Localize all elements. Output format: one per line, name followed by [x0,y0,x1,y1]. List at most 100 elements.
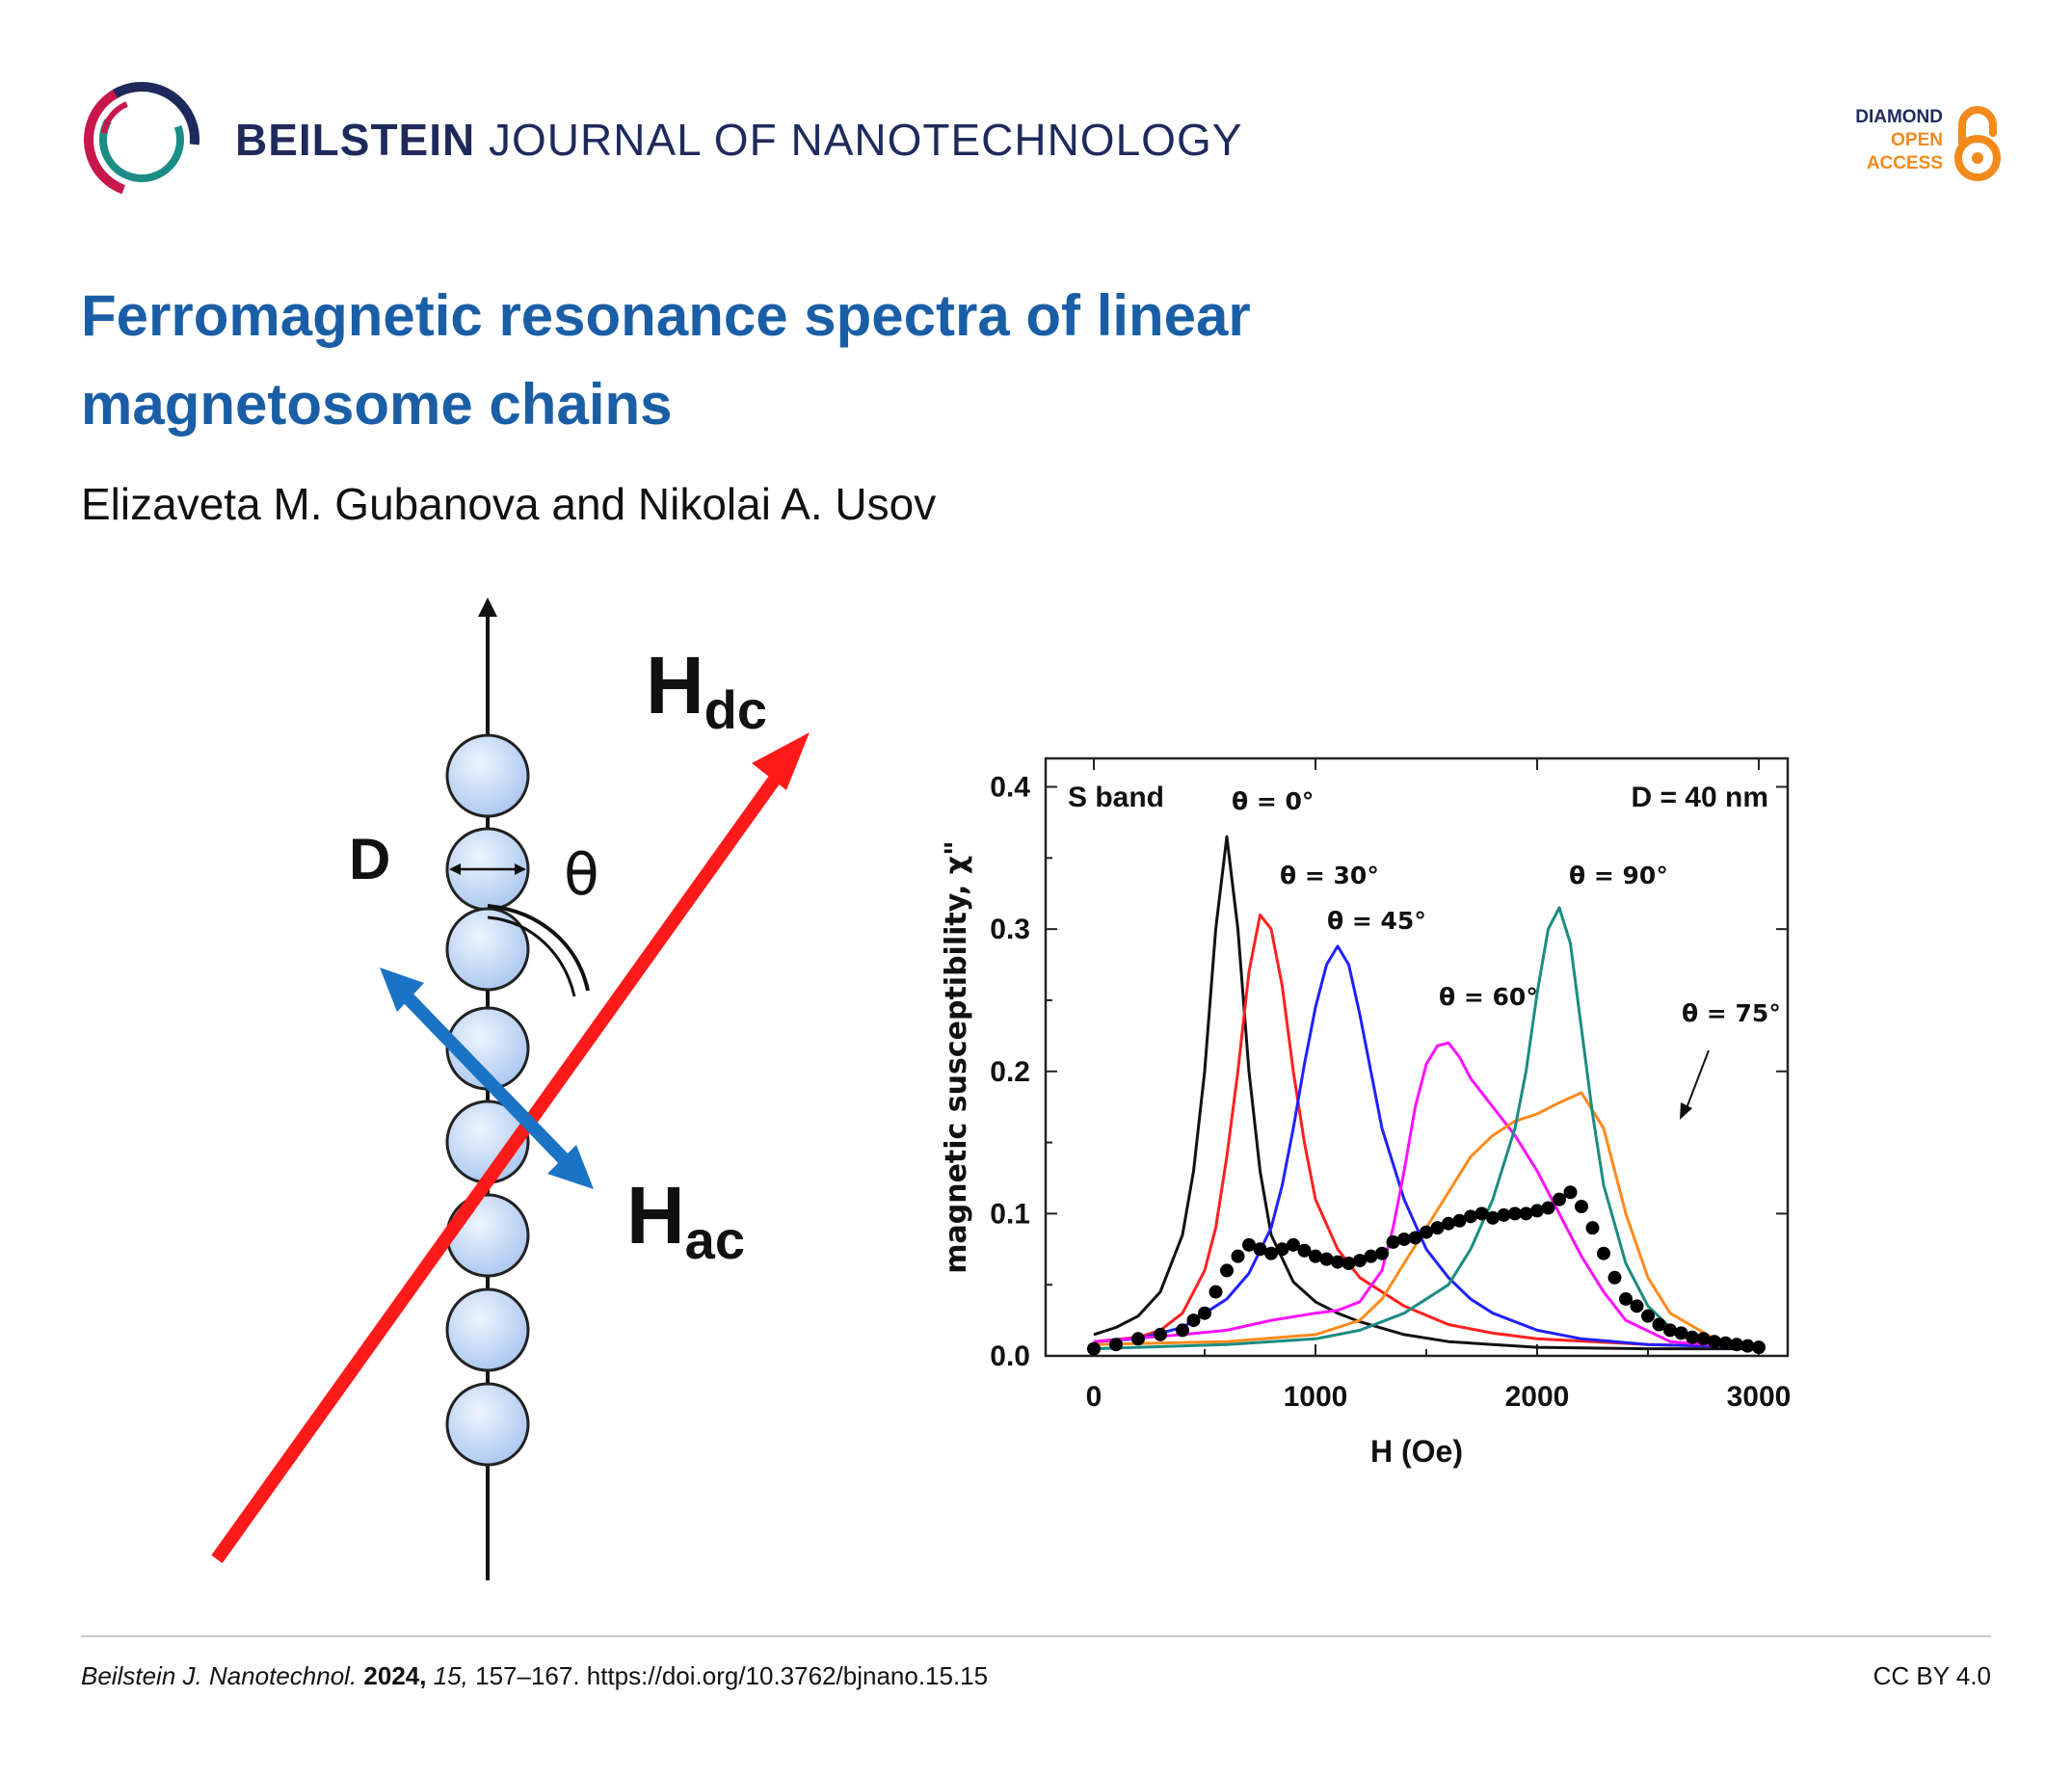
data-point [1176,1323,1189,1338]
data-point [1341,1257,1356,1271]
data-point [1730,1338,1743,1352]
data-point [1752,1340,1766,1355]
label-hdc-main: H [646,640,704,730]
data-point [1740,1339,1755,1353]
citation-volume: 15, [433,1661,468,1690]
fmr-spectra-chart: 0 1000 2000 3000 0.0 0.1 0.2 0.3 0.4 S band D = … [940,756,1792,1469]
data-point [1663,1323,1677,1338]
theta-arc [487,904,590,992]
x-tick-label: 0 [1086,1381,1102,1413]
data-point [1309,1249,1322,1263]
series-line-3 [1093,1041,1760,1351]
data-point [1364,1249,1378,1263]
citation-year: 2024, [363,1661,427,1690]
data-point [1220,1263,1234,1278]
data-point [1198,1306,1211,1320]
data-point [1619,1291,1633,1306]
y-tick-label: 0.4 [990,772,1030,804]
chain-field-diagram: D θ Hdc Hac [211,597,810,1580]
sphere [445,1287,530,1372]
annotation-diameter: D = 40 nm [1631,782,1768,813]
label-theta: θ [564,841,599,909]
open-access-lock-icon [1954,106,2001,181]
data-point [1420,1225,1433,1239]
data-point [1674,1326,1688,1340]
data-point [1641,1309,1655,1323]
data-point [1397,1232,1411,1246]
label-hdc: Hdc [646,640,767,740]
sphere [445,733,530,818]
x-axis-label: H (Oe) [1370,1434,1463,1469]
label-theta-75: θ = 75° [1682,999,1781,1027]
data-point [1331,1255,1344,1269]
theta-75-pointer-head [1680,1102,1692,1120]
sphere [445,1193,530,1278]
data-point [1353,1254,1367,1268]
journal-name: BEILSTEIN JOURNAL OF NANOTECHNOLOGY [235,114,1242,166]
data-point [1408,1231,1422,1245]
hac-arrowhead-top [380,968,424,1012]
data-point [1209,1285,1223,1299]
data-point [1386,1234,1400,1249]
data-point [1442,1216,1455,1231]
data-point [1597,1246,1610,1260]
label-theta-45: θ = 45° [1327,907,1426,935]
sphere [445,907,530,992]
data-point [1630,1299,1644,1313]
label-theta-30: θ = 30° [1280,862,1379,889]
y-axis-label: magnetic susceptibility, χ" [940,840,973,1274]
diamond-open-access-badge: DIAMOND OPEN ACCESS [1812,100,2005,197]
license: CC BY 4.0 [1873,1661,1991,1690]
data-point [1486,1210,1500,1225]
data-point [1275,1242,1289,1257]
data-point [1231,1249,1245,1263]
plot-frame [1044,756,1790,1358]
data-point [1508,1207,1522,1221]
citation-pages-doi: 157–167. https://doi.org/10.3762/bjnano.… [475,1661,989,1690]
data-point [1474,1207,1489,1221]
label-theta-90: θ = 90° [1569,862,1668,889]
data-point [1154,1327,1167,1341]
journal-name-bold: BEILSTEIN [235,115,476,165]
label-hac-sub: ac [685,1209,745,1270]
annotation-band: S band [1068,782,1164,813]
chain-axis-arrowhead [478,597,497,617]
data-point [1319,1252,1334,1266]
hdc-arrow [211,766,786,1564]
data-point [1575,1200,1588,1213]
hac-arrow [397,988,574,1169]
data-point [1430,1221,1445,1235]
data-point [1287,1237,1300,1252]
data-point [1696,1332,1711,1346]
data-point [1242,1237,1256,1252]
article-authors: Elizaveta M. Gubanova and Nikolai A. Uso… [81,479,937,529]
data-point [1452,1213,1467,1228]
series-line-4 [1093,1091,1760,1346]
oa-line-3: ACCESS [1866,153,1943,173]
data-point [1186,1313,1201,1328]
data-point [1563,1185,1578,1200]
data-point [1652,1317,1666,1332]
x-tick-label: 1000 [1284,1381,1348,1413]
citation-journal: Beilstein J. Nanotechnol. [81,1661,358,1690]
data-point [1497,1207,1511,1222]
series-line-2 [1093,944,1760,1349]
hdc-arrowhead [752,732,810,790]
theta-arc-inner [487,915,576,997]
x-tick-label: 2000 [1505,1381,1570,1413]
series-line-1 [1093,913,1760,1349]
data-point [1519,1207,1533,1221]
label-theta-0: θ = 0° [1232,787,1314,815]
footer-divider [81,1635,1991,1637]
data-point [1131,1332,1145,1346]
article-title: Ferromagnetic resonance spectra of linea… [81,283,1251,437]
oa-line-1: DIAMOND [1855,107,1943,127]
data-point [1530,1204,1544,1218]
data-point [1264,1246,1278,1260]
hac-arrowhead-bottom [547,1145,594,1189]
citation: Beilstein J. Nanotechnol. 2024, 15, 157–… [81,1661,988,1691]
y-tick-label: 0.1 [990,1198,1030,1230]
label-d: D [349,827,390,891]
x-tick-label: 3000 [1727,1381,1792,1413]
data-point [1109,1338,1123,1352]
